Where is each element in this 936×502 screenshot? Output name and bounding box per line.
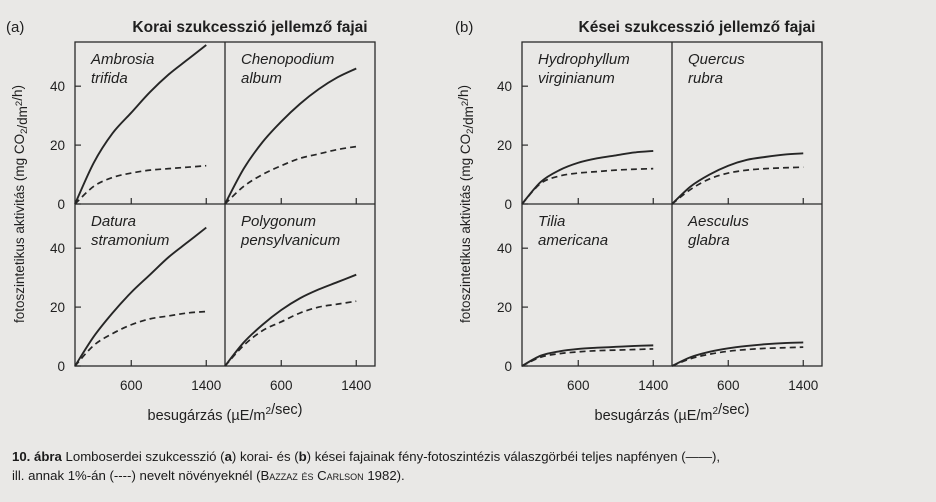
species-label: Quercus (688, 51, 745, 68)
x-tick-label: 600 (717, 378, 740, 393)
y-tick-label: 40 (50, 241, 65, 256)
series-line-dashed (521, 348, 654, 367)
caption-a: a (224, 449, 232, 464)
series-line-dashed (671, 346, 804, 367)
subplot-aesculus-glabra: Aesculus glabra (671, 213, 804, 367)
x-axis-label: besugárzás (µE/m2/sec) (595, 402, 750, 424)
y-tick-label: 40 (50, 79, 65, 94)
series-line-solid (671, 152, 804, 205)
caption-text-2: ) korai- és ( (231, 449, 299, 464)
subplot-datura-stramonium: Datura stramonium (74, 213, 207, 367)
x-tick-label: 600 (120, 378, 143, 393)
caption-text-3: ) kései fajainak fény-fotoszintézis vála… (306, 449, 721, 464)
series-line-dashed (521, 167, 654, 205)
x-tick-label: 600 (270, 378, 293, 393)
x-tick-label: 1400 (638, 378, 668, 393)
subplot-chenopodium-album: Chenopodium album (224, 51, 357, 205)
y-tick-label: 20 (497, 300, 512, 315)
subplot-tilia-americana: Tilia americana (521, 213, 654, 367)
caption-text-4: ill. annak 1%-án (----) nevelt növényekn… (12, 468, 261, 483)
species-label: Aesculus (687, 213, 749, 230)
series-line-dashed (74, 310, 207, 367)
y-axis-label: fotoszintetikus aktivitás (mg CO2/dm2/h) (10, 85, 30, 323)
species-label: stramonium (91, 232, 169, 249)
species-label: Chenopodium (241, 51, 334, 68)
series-line-solid (224, 67, 357, 205)
species-label: Polygonum (241, 213, 316, 230)
species-label: virginianum (538, 70, 615, 87)
y-tick-label: 20 (50, 300, 65, 315)
caption-authors: Bazzaz és Carlson (260, 468, 364, 483)
series-line-dashed (224, 145, 357, 205)
subplot-polygonum-pensylvanicum: Polygonum pensylvanicum (224, 213, 357, 367)
panel-title: Kései szukcesszió jellemző fajai (579, 19, 816, 36)
species-label: rubra (688, 70, 723, 87)
series-line-dashed (74, 164, 207, 205)
y-tick-label: 40 (497, 79, 512, 94)
caption-b: b (298, 449, 307, 464)
x-tick-label: 1400 (191, 378, 221, 393)
series-line-solid (521, 344, 654, 367)
species-label: Tilia (538, 213, 565, 230)
y-tick-label: 20 (50, 138, 65, 153)
y-tick-label: 0 (57, 197, 65, 212)
figure-caption: 10. ábra Lomboserdei szukcesszió (a) kor… (12, 447, 930, 485)
species-label: trifida (91, 70, 128, 87)
x-axis-label: besugárzás (µE/m2/sec) (148, 402, 303, 424)
x-tick-label: 600 (567, 378, 590, 393)
series-line-solid (74, 44, 207, 205)
y-tick-label: 0 (504, 359, 512, 374)
series-line-solid (224, 273, 357, 367)
species-label: americana (538, 232, 608, 249)
panel-title: Korai szukcesszió jellemző fajai (132, 19, 367, 36)
caption-text-1: Lomboserdei szukcesszió ( (61, 449, 225, 464)
species-label: Hydrophyllum (538, 51, 630, 68)
x-tick-label: 1400 (788, 378, 818, 393)
x-tick-label: 1400 (341, 378, 371, 393)
series-line-dashed (671, 166, 804, 205)
subplot-quercus-rubra: Quercus rubra (671, 51, 804, 205)
chart-panel-a: (a) Korai szukcesszió jellemző fajai fotos… (6, 19, 376, 424)
subplot-hydrophyllum-virginianum: Hydrophyllum virginianum (521, 51, 654, 205)
y-axis-label: fotoszintetikus aktivitás (mg CO2/dm2/h) (456, 85, 476, 323)
caption-year: 1982). (363, 468, 405, 483)
y-tick-label: 0 (57, 359, 65, 374)
series-line-dashed (224, 300, 357, 367)
subplot-ambrosia-trifida: Ambrosia trifida (74, 44, 207, 205)
species-label: glabra (688, 232, 730, 249)
y-tick-label: 0 (504, 197, 512, 212)
caption-number: 10. ábra (12, 449, 62, 464)
species-label: album (241, 70, 282, 87)
species-label: Ambrosia (90, 51, 154, 68)
y-tick-label: 40 (497, 241, 512, 256)
panel-letter: (a) (6, 19, 24, 36)
species-label: Datura (91, 213, 136, 230)
y-tick-label: 20 (497, 138, 512, 153)
series-line-solid (671, 341, 804, 367)
species-label: pensylvanicum (240, 232, 340, 249)
series-line-solid (74, 226, 207, 367)
chart-panel-b: (b) Kései szukcesszió jellemző fajai fotos… (455, 19, 823, 424)
panel-letter: (b) (455, 19, 473, 36)
series-line-solid (521, 150, 654, 205)
